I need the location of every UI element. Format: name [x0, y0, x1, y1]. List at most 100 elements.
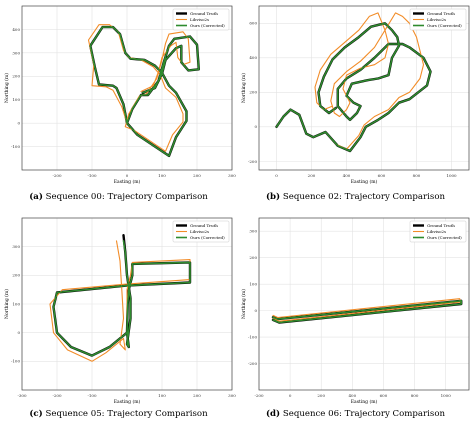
x-axis-label: Easting (m) [351, 398, 378, 405]
caption-b: (b) Sequence 02: Trajectory Comparison [237, 192, 474, 202]
legend-label-libviso: Libviso2s [190, 17, 209, 22]
y-tick-label: 600 [249, 21, 257, 26]
chart-d: -200 0 200 400 600 800 1000 -200 -100 0 100 200 300 E… [240, 217, 470, 405]
chart-a: -200 -100 0 100 200 300 -100 0 100 200 300 400 Easti… [3, 5, 236, 185]
x-tick-label: 600 [380, 393, 388, 398]
x-tick-label: 200 [193, 393, 201, 398]
caption-a: (a) Sequence 00: Trajectory Comparison [0, 192, 237, 202]
y-tick-label: -100 [248, 334, 257, 339]
panel-c: -300 -200 -100 0 100 200 300 -100 0 100 200 300 East… [0, 212, 237, 425]
plot-frame [258, 5, 470, 171]
y-tick-label: 100 [12, 301, 20, 306]
y-axis-label: Northing (m) [240, 73, 247, 103]
legend-label-ours: Ours (Corrected) [190, 23, 225, 28]
y-tick-label: 200 [249, 255, 257, 260]
x-tick-label: 1000 [446, 173, 457, 178]
y-tick-label: 300 [12, 244, 20, 249]
y-tick-label: 300 [249, 229, 257, 234]
x-tick-label: 0 [289, 393, 292, 398]
legend-label-libviso: Libviso2s [427, 229, 446, 234]
caption-letter: (d) [265, 409, 281, 419]
series-line-libviso [275, 12, 425, 150]
panel-b: 0 200 400 600 800 1000 -200 0 200 400 600 Easting (… [237, 0, 474, 212]
x-tick-label: 100 [158, 173, 166, 178]
plot-frame [258, 217, 470, 391]
y-axis-label: Northing (m) [240, 289, 247, 319]
y-tick-label: -100 [11, 144, 20, 149]
y-tick-label: 100 [12, 97, 20, 102]
y-tick-label: 0 [254, 124, 257, 129]
y-tick-label: 200 [12, 74, 20, 79]
legend-label-ground_truth: Ground Truth [190, 11, 218, 16]
caption-letter: (a) [29, 192, 43, 202]
y-tick-label: 0 [17, 121, 20, 126]
series-line-ours [272, 300, 462, 324]
y-tick-label: 200 [12, 273, 20, 278]
x-tick-label: -300 [18, 393, 27, 398]
panel-a: -200 -100 0 100 200 300 -100 0 100 200 300 400 Easti… [0, 0, 237, 212]
caption-d: (d) Sequence 06: Trajectory Comparison [237, 409, 474, 419]
x-tick-label: -200 [53, 173, 62, 178]
y-axis-label: Northing (m) [3, 289, 10, 319]
legend-label-ours: Ours (Corrected) [190, 235, 225, 240]
x-tick-label: 400 [349, 393, 357, 398]
x-tick-label: 0 [275, 173, 278, 178]
x-tick-label: -200 [255, 393, 264, 398]
legend-label-ground_truth: Ground Truth [427, 223, 455, 228]
y-tick-label: 0 [17, 330, 20, 335]
x-tick-label: 200 [317, 393, 325, 398]
x-tick-label: 1000 [441, 393, 452, 398]
legend-label-ground_truth: Ground Truth [427, 11, 455, 16]
y-tick-label: 100 [249, 282, 257, 287]
legend-label-ground_truth: Ground Truth [190, 223, 218, 228]
y-axis-label: Northing (m) [3, 73, 10, 103]
plot-frame [21, 5, 233, 171]
y-tick-label: -200 [248, 361, 257, 366]
y-tick-label: -200 [248, 159, 257, 164]
chart-c: -300 -200 -100 0 100 200 300 -100 0 100 200 300 East… [3, 217, 236, 405]
x-tick-label: 800 [413, 173, 421, 178]
caption-text: Sequence 06: Trajectory Comparison [282, 409, 446, 419]
x-tick-label: 0 [126, 393, 129, 398]
series-line-libviso [87, 24, 191, 152]
x-tick-label: 200 [308, 173, 316, 178]
x-tick-label: 600 [378, 173, 386, 178]
x-tick-label: 300 [228, 393, 236, 398]
x-tick-label: 100 [158, 393, 166, 398]
caption-letter: (b) [265, 192, 281, 202]
series-line-ours [89, 26, 200, 157]
x-tick-label: 300 [228, 173, 236, 178]
legend-label-ours: Ours (Corrected) [427, 23, 462, 28]
legend-label-libviso: Libviso2s [190, 229, 209, 234]
series-line-ours [52, 240, 191, 357]
x-tick-label: -100 [88, 393, 97, 398]
caption-letter: (c) [29, 409, 43, 419]
y-tick-label: 0 [254, 308, 257, 313]
caption-text: Sequence 00: Trajectory Comparison [45, 192, 208, 202]
x-axis-label: Easting (m) [114, 398, 141, 405]
caption-c: (c) Sequence 05: Trajectory Comparison [0, 409, 237, 419]
x-tick-label: 0 [126, 173, 129, 178]
y-tick-label: 300 [12, 50, 20, 55]
x-tick-label: 800 [411, 393, 419, 398]
y-tick-label: 400 [249, 55, 257, 60]
caption-text: Sequence 05: Trajectory Comparison [45, 409, 208, 419]
series-line-libviso [49, 240, 191, 362]
panel-d: -200 0 200 400 600 800 1000 -200 -100 0 100 200 300 E… [237, 212, 474, 425]
x-tick-label: 200 [193, 173, 201, 178]
y-tick-label: -100 [11, 359, 20, 364]
series-line-ground_truth [275, 22, 432, 153]
caption-text: Sequence 02: Trajectory Comparison [282, 192, 446, 202]
legend-label-ours: Ours (Corrected) [427, 235, 462, 240]
y-tick-label: 400 [12, 27, 20, 32]
x-tick-label: -100 [88, 173, 97, 178]
x-axis-label: Easting (m) [351, 178, 378, 185]
y-tick-label: 200 [249, 90, 257, 95]
x-tick-label: -200 [53, 393, 62, 398]
plot-frame [21, 217, 233, 391]
x-tick-label: 400 [343, 173, 351, 178]
